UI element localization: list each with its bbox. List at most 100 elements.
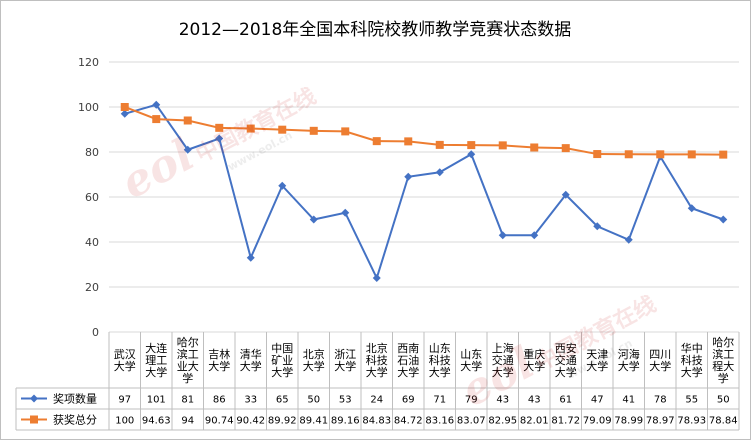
- table-value: 84.72: [394, 416, 423, 427]
- data-point-diamond: [341, 208, 350, 217]
- table-value: 101: [147, 395, 166, 406]
- data-point-diamond: [561, 190, 570, 199]
- category-label: 浙江大学: [334, 348, 356, 373]
- category-label-line: 学: [182, 371, 193, 385]
- category-label-line: 哈尔: [177, 336, 199, 349]
- table-value: 89.16: [331, 416, 360, 427]
- data-point-diamond: [719, 215, 728, 224]
- legend-label: 获奖总分: [53, 413, 97, 427]
- category-label-line: 学: [718, 371, 729, 385]
- y-tick-label: 60: [85, 191, 99, 204]
- data-point-square: [341, 127, 350, 136]
- category-label-line: 华中: [681, 341, 703, 355]
- category-label: 重庆大学: [523, 347, 545, 373]
- table-value: 78.99: [614, 416, 643, 427]
- table-value: 50: [717, 395, 730, 406]
- data-point-square: [656, 150, 665, 159]
- category-label: 天津大学: [586, 348, 608, 373]
- category-label-line: 大学: [303, 359, 325, 373]
- table-value: 83.07: [457, 416, 486, 427]
- data-point-square: [183, 116, 192, 125]
- category-label: 四川大学: [649, 348, 671, 373]
- category-label-line: 大学: [208, 359, 230, 373]
- table-value: 33: [244, 395, 257, 406]
- category-label-line: 科技: [681, 353, 703, 367]
- data-point-diamond: [498, 231, 507, 240]
- table-value: 55: [685, 395, 698, 406]
- data-point-square: [435, 140, 444, 149]
- category-label-line: 哈尔: [712, 336, 734, 349]
- table-value: 79: [465, 395, 478, 406]
- category-label: 山东大学: [460, 348, 482, 373]
- data-point-diamond: [593, 222, 602, 231]
- category-label-line: 北京: [366, 341, 388, 355]
- data-point-diamond: [530, 231, 539, 240]
- category-label: 上海交通大学: [492, 341, 514, 379]
- category-label-line: 大学: [618, 359, 640, 373]
- category-label: 西安交通大学: [555, 341, 577, 379]
- category-label-line: 大学: [240, 359, 262, 373]
- category-label: 西南石油大学: [397, 342, 419, 379]
- data-point-diamond: [246, 253, 255, 262]
- table-value: 24: [370, 395, 383, 406]
- category-label-line: 滨工: [712, 347, 734, 361]
- category-label-line: 天津: [586, 348, 608, 361]
- category-label-line: 滨工: [177, 347, 199, 361]
- category-label: 华中科技大学: [681, 341, 703, 379]
- table-value: 41: [622, 395, 635, 406]
- category-label-line: 山东: [460, 348, 482, 361]
- category-label-line: 交通: [492, 353, 514, 367]
- category-label-line: 河海: [618, 347, 640, 361]
- table-value: 83.16: [425, 416, 454, 427]
- table-value: 81.72: [551, 416, 580, 427]
- category-label: 清华大学: [240, 347, 262, 373]
- table-value: 84.83: [362, 416, 391, 427]
- category-label-line: 大学: [681, 365, 703, 379]
- data-point-square: [404, 137, 413, 146]
- data-point-square: [152, 115, 161, 124]
- category-label: 哈尔滨工程大学: [712, 336, 734, 385]
- data-point-diamond: [215, 134, 224, 143]
- category-label-line: 西南: [397, 342, 419, 355]
- series-line-1: [124, 103, 724, 281]
- table-value: 81: [181, 395, 194, 406]
- y-tick-label: 40: [85, 236, 99, 249]
- table-value: 90.74: [205, 416, 234, 427]
- table-value: 69: [402, 395, 415, 406]
- category-label-line: 科技: [429, 353, 451, 367]
- category-label-line: 山东: [429, 342, 451, 355]
- data-point-diamond: [278, 181, 287, 190]
- table-value: 43: [528, 395, 541, 406]
- category-label-line: 西安: [555, 341, 577, 355]
- data-point-square: [120, 103, 129, 111]
- data-point-diamond: [467, 150, 476, 159]
- category-label-line: 清华: [240, 347, 262, 361]
- category-label-line: 大学: [114, 359, 136, 373]
- table-value: 86: [213, 395, 226, 406]
- category-label-line: 大学: [460, 359, 482, 373]
- category-label-line: 大学: [145, 365, 167, 379]
- table-value: 71: [433, 395, 446, 406]
- category-label-line: 大学: [555, 365, 577, 379]
- category-label-line: 科技: [366, 353, 388, 367]
- category-label-line: 中国: [271, 342, 293, 355]
- table-value: 78.84: [709, 416, 738, 427]
- category-label-line: 重庆: [523, 347, 545, 361]
- table-value: 82.95: [488, 416, 517, 427]
- table-value: 78.97: [646, 416, 675, 427]
- category-label: 吉林大学: [208, 347, 230, 373]
- data-point-square: [561, 144, 570, 153]
- y-tick-label: 100: [78, 101, 99, 114]
- category-label-line: 大学: [492, 365, 514, 379]
- category-label: 中国矿业大学: [271, 342, 293, 379]
- category-label-line: 大连: [145, 341, 167, 355]
- category-label: 北京大学: [303, 347, 325, 373]
- series-line-2: [124, 106, 724, 156]
- data-point-diamond: [309, 215, 318, 224]
- category-label-line: 大学: [397, 365, 419, 379]
- table-value: 78: [654, 395, 667, 406]
- data-point-square: [309, 126, 318, 135]
- data-point-diamond: [372, 274, 381, 282]
- category-label: 武汉大学: [114, 348, 136, 373]
